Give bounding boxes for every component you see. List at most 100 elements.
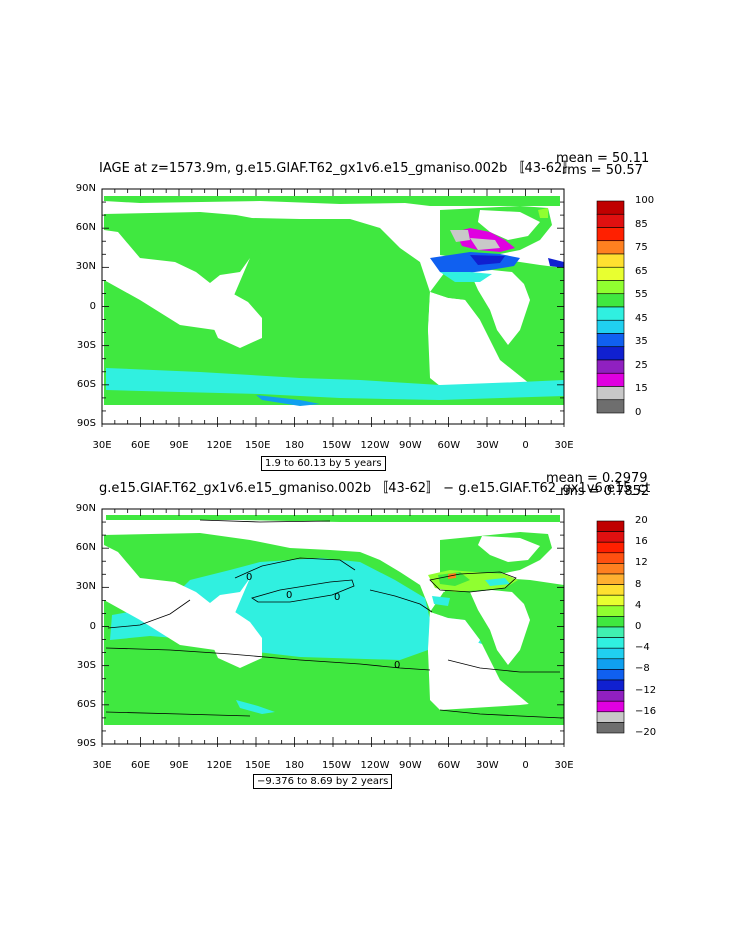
- colorbar-cell: [596, 669, 625, 681]
- panel1-colorbar: [596, 200, 625, 414]
- colorbar-label: 8: [635, 578, 642, 590]
- colorbar-cell: [596, 200, 625, 215]
- colorbar-label: 75: [635, 242, 648, 254]
- colorbar-cell: [596, 520, 625, 532]
- lon-tick-label: 90E: [169, 440, 189, 451]
- panel2-colorbar: [596, 520, 625, 734]
- lat-tick-label: 30N: [75, 261, 96, 273]
- colorbar-cell: [596, 711, 625, 723]
- lat-tick-label: 0: [89, 620, 96, 632]
- lon-tick-label: 60W: [437, 440, 461, 451]
- lon-tick-label: 30E: [554, 440, 574, 451]
- colorbar-cell: [596, 616, 625, 628]
- panel2-map: [104, 515, 564, 744]
- colorbar-cell: [596, 280, 625, 295]
- lon-tick-label: 30W: [476, 760, 499, 771]
- lon-tick-label: 60W: [437, 760, 461, 771]
- colorbar-cell: [596, 584, 625, 596]
- colorbar-cell: [596, 541, 625, 554]
- lon-tick-label: 60E: [130, 760, 151, 771]
- lat-tick-label: 90N: [75, 503, 96, 514]
- colorbar-cell: [596, 333, 625, 348]
- lon-tick-label: 90W: [399, 440, 422, 451]
- lon-tick-label: 30E: [554, 760, 574, 771]
- lon-tick-label: 150W: [322, 440, 351, 451]
- colorbar-label: 100: [635, 195, 655, 206]
- colorbar-cell: [596, 359, 625, 374]
- lon-tick-label: 180: [284, 440, 305, 451]
- colorbar-cell: [596, 240, 625, 255]
- colorbar-label: 85: [635, 218, 648, 230]
- panel2-title: g.e15.GIAF.T62_gx1v6.e15_gmaniso.002b 〚4…: [99, 481, 651, 496]
- lat-tick-label: 60S: [76, 378, 96, 390]
- colorbar-cell: [596, 346, 625, 361]
- lat-tick-label: 90S: [76, 738, 96, 749]
- colorbar-cell: [596, 690, 625, 702]
- colorbar-label: −4: [635, 642, 650, 654]
- lon-tick-label: 30W: [476, 440, 499, 451]
- colorbar-label: 25: [635, 359, 648, 371]
- colorbar-label: 0: [635, 407, 642, 418]
- lon-tick-label: 30E: [92, 760, 112, 771]
- colorbar-cell: [596, 213, 625, 228]
- colorbar-cell: [596, 399, 625, 414]
- lat-tick-label: 30S: [76, 659, 96, 671]
- panel2-mean: mean = 0.2979: [546, 471, 648, 486]
- colorbar-label: 12: [635, 557, 648, 569]
- colorbar-cell: [596, 306, 625, 321]
- colorbar-label: 20: [635, 515, 648, 526]
- colorbar-label: 15: [635, 383, 648, 395]
- colorbar-cell: [596, 319, 625, 334]
- lon-tick-label: 150W: [322, 760, 351, 771]
- panel1-rms: rms = 50.57: [562, 163, 643, 178]
- panel1-mean: mean = 50.11: [556, 151, 650, 166]
- lon-tick-label: 150E: [245, 760, 271, 771]
- colorbar-cell: [596, 386, 625, 401]
- colorbar-cell: [596, 658, 625, 670]
- lat-tick-label: 60N: [75, 222, 96, 234]
- colorbar-cell: [596, 626, 625, 638]
- lat-tick-label: 60N: [75, 542, 96, 554]
- colorbar-cell: [596, 372, 625, 387]
- lon-tick-label: 120W: [360, 440, 390, 451]
- lon-tick-label: 120E: [206, 760, 232, 771]
- lon-tick-label: 0: [522, 760, 529, 771]
- colorbar-label: 16: [635, 536, 648, 548]
- colorbar-label: −12: [635, 684, 657, 696]
- contour-label: 0: [334, 592, 340, 603]
- panel1-ticks: [101, 188, 565, 427]
- colorbar-cell: [596, 700, 625, 713]
- lon-tick-label: 120W: [360, 760, 390, 771]
- colorbar-cell: [596, 573, 625, 585]
- colorbar-label: −16: [635, 705, 657, 717]
- lon-tick-label: 90E: [169, 760, 189, 771]
- contour-label: 0: [246, 572, 252, 583]
- lon-tick-label: 180: [284, 760, 305, 771]
- colorbar-label: −20: [635, 727, 657, 738]
- lat-tick-label: 30N: [75, 581, 96, 593]
- lon-tick-label: 0: [522, 440, 529, 451]
- colorbar-cell: [596, 293, 625, 308]
- lat-tick-label: 0: [89, 300, 96, 312]
- lon-tick-label: 120E: [206, 440, 232, 451]
- colorbar-cell: [596, 266, 625, 281]
- lon-tick-label: 60E: [130, 440, 151, 451]
- lat-tick-label: 90N: [75, 183, 96, 194]
- colorbar-cell: [596, 637, 625, 649]
- colorbar-cell: [596, 552, 625, 564]
- colorbar-label: 0: [635, 621, 642, 632]
- panel2-rms: rms = 0.7852: [560, 484, 650, 499]
- panel1-map: [102, 189, 564, 424]
- lon-tick-label: 90W: [399, 760, 422, 771]
- lat-tick-label: 60S: [76, 698, 96, 710]
- colorbar-label: 65: [635, 265, 648, 277]
- colorbar-cell: [596, 563, 625, 575]
- colorbar-cell: [596, 647, 625, 660]
- colorbar-label: 45: [635, 312, 648, 324]
- colorbar-label: 55: [635, 289, 648, 301]
- lat-tick-label: 30S: [76, 339, 96, 351]
- colorbar-label: −8: [635, 663, 650, 675]
- colorbar-label: 35: [635, 336, 648, 348]
- panel1-title: IAGE at z=1573.9m, g.e15.GIAF.T62_gx1v6.…: [99, 161, 576, 176]
